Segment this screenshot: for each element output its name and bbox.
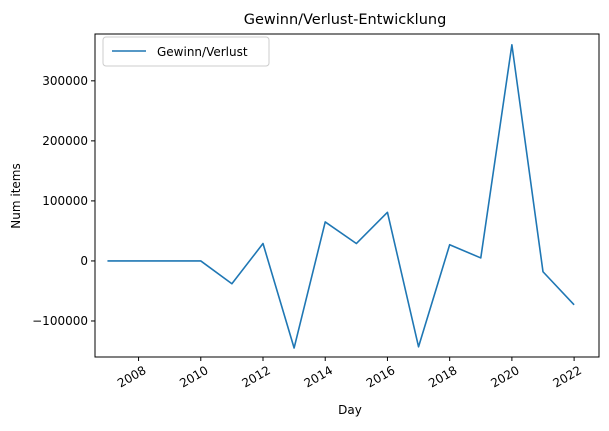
x-axis-label: Day bbox=[338, 403, 362, 417]
series-layer bbox=[107, 45, 574, 348]
plot-frame bbox=[95, 34, 599, 357]
x-tick-label: 2018 bbox=[426, 363, 459, 390]
legend-label-gewinn-verlust: Gewinn/Verlust bbox=[157, 45, 248, 59]
y-axis-label: Num items bbox=[9, 163, 23, 228]
x-tick-label: 2008 bbox=[115, 363, 148, 390]
y-tick-label: −100000 bbox=[32, 314, 88, 328]
y-tick-label: 100000 bbox=[42, 194, 88, 208]
x-tick-label: 2014 bbox=[302, 363, 335, 390]
series-line-gewinn-verlust bbox=[107, 45, 574, 348]
legend: Gewinn/Verlust bbox=[103, 37, 269, 66]
y-axis: −100000 0 100000 200000 300000 bbox=[32, 74, 95, 328]
x-tick-label: 2016 bbox=[364, 363, 397, 390]
x-tick-label: 2022 bbox=[551, 363, 584, 390]
x-tick-label: 2020 bbox=[488, 363, 521, 390]
x-axis: 2008 2010 2012 2014 2016 2018 2020 2022 bbox=[115, 357, 584, 390]
plot-area bbox=[95, 34, 599, 357]
x-tick-label: 2012 bbox=[239, 363, 272, 390]
x-tick-label: 2010 bbox=[177, 363, 210, 390]
y-tick-label: 0 bbox=[80, 254, 88, 268]
chart-title: Gewinn/Verlust-Entwicklung bbox=[244, 12, 447, 28]
y-tick-label: 200000 bbox=[42, 134, 88, 148]
y-tick-label: 300000 bbox=[42, 74, 88, 88]
